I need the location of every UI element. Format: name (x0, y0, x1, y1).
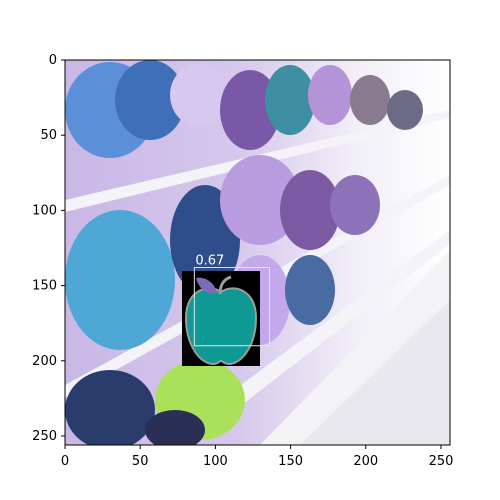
y-tick-label: 200 (32, 354, 57, 369)
apple-body (184, 287, 258, 366)
x-tick-label: 250 (429, 454, 454, 469)
x-axis-ticks: 0 50 100 150 200 250 (61, 445, 454, 469)
x-tick-label: 150 (278, 454, 303, 469)
apple-icon (182, 271, 260, 366)
x-tick-label: 0 (61, 454, 69, 469)
y-tick-label: 250 (32, 429, 57, 444)
x-tick-label: 50 (132, 454, 149, 469)
y-tick-label: 50 (40, 128, 57, 143)
y-tick-label: 150 (32, 279, 57, 294)
apple-leaf (196, 277, 217, 294)
y-axis-ticks: 0 50 100 150 200 250 (32, 53, 65, 444)
photo-image (65, 60, 450, 445)
x-tick-label: 200 (353, 454, 378, 469)
y-tick-label: 100 (32, 203, 57, 218)
apple-stem (218, 275, 232, 295)
axes-frame (64, 59, 451, 446)
y-tick-label: 0 (49, 53, 57, 68)
detection-score-label: 0.67 (195, 254, 224, 269)
x-tick-label: 100 (203, 454, 228, 469)
detection-box (193, 267, 271, 347)
